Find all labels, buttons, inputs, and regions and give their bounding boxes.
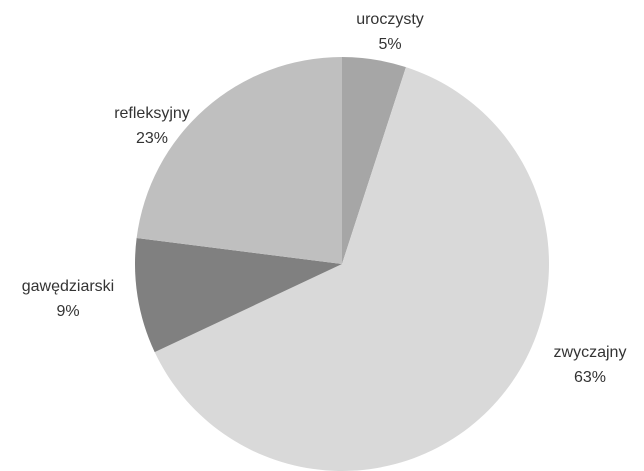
slice-label: gawędziarski [22,278,114,295]
slice-value-label: 63% [574,369,606,386]
slice-value-label: 9% [56,303,79,320]
pie-slice [136,57,342,264]
slice-label: refleksyjny [114,105,190,122]
slice-label: uroczysty [356,11,424,28]
pie-slice [154,67,549,471]
slice-value-label: 5% [378,36,401,53]
pie-slice [342,57,406,264]
slice-value-label: 23% [136,130,168,147]
pie-slice [135,238,342,353]
slice-label: zwyczajny [554,344,627,361]
